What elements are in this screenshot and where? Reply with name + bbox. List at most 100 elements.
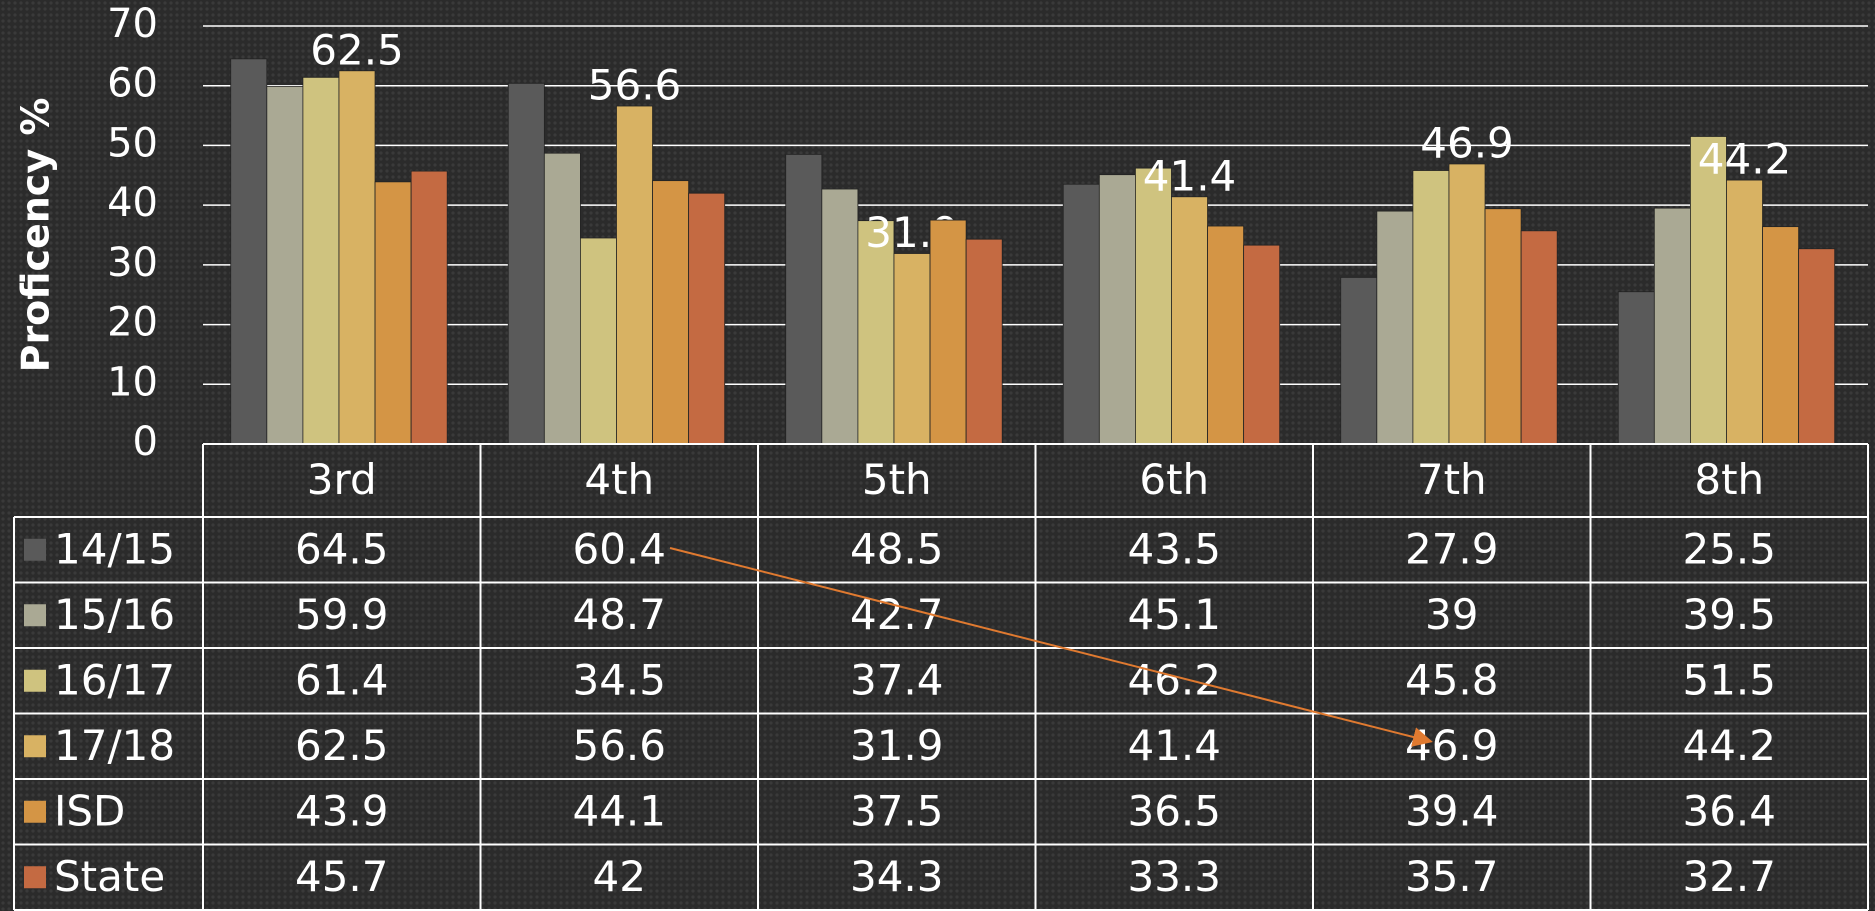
legend-swatch [24,669,46,692]
bar [230,58,268,445]
bar [1171,196,1208,445]
table-cell: 51.5 [1682,655,1776,704]
x-tick-label: 4th [584,455,654,504]
table-cell: 25.5 [1682,524,1776,573]
table-cell: 43.5 [1127,524,1221,573]
legend-label: 17/18 [54,721,175,770]
data-label: 62.5 [310,25,404,74]
table-cell: 59.9 [295,590,389,639]
table-cell: 34.5 [572,655,666,704]
y-tick-label: 10 [107,359,158,405]
bar [857,220,895,445]
data-label: 56.6 [588,61,682,110]
bar [785,153,823,445]
legend-label: 16/17 [54,655,175,704]
bar [338,70,376,445]
table-cell: 64.5 [295,524,389,573]
table-cell: 33.3 [1127,852,1221,901]
table-cell: 39.5 [1682,590,1776,639]
data-label: 46.9 [1420,118,1514,167]
table-cell: 45.7 [295,852,389,901]
table-cell: 39 [1425,590,1478,639]
y-tick-label: 50 [107,120,158,166]
bar [1412,170,1450,445]
x-tick-label: 8th [1694,455,1764,504]
table-cell: 34.3 [850,852,944,901]
bar [1653,207,1691,445]
table-cell: 44.1 [572,786,666,835]
bar [1376,210,1414,445]
x-tick-label: 3rd [307,455,377,504]
bar [1484,208,1522,445]
y-tick-label: 0 [133,419,158,465]
bar [1207,225,1245,445]
y-axis-title: Proficency % [14,98,58,373]
table-cell: 39.4 [1405,786,1499,835]
legend-swatch [24,735,46,758]
table-cell: 44.2 [1682,721,1776,770]
table-cell: 36.5 [1127,786,1221,835]
bar [1762,226,1800,445]
bar [929,219,967,445]
bar [543,152,581,445]
bar [1340,276,1378,445]
bar [821,188,859,445]
bar [266,85,304,445]
bar [1617,291,1655,445]
legend-swatch [24,866,46,889]
y-tick-label: 30 [107,240,158,286]
y-tick-label: 20 [107,300,158,346]
bar [1062,183,1100,445]
bar [965,238,1003,445]
x-tick-label: 7th [1417,455,1487,504]
bar [507,82,545,445]
table-cell: 45.8 [1405,655,1499,704]
table-cell: 41.4 [1127,721,1221,770]
table-cell: 46.2 [1127,655,1221,704]
table-cell: 48.7 [572,590,666,639]
bar [1448,163,1486,445]
y-tick-label: 70 [107,1,158,47]
table-cell: 56.6 [572,721,666,770]
legend-swatch [24,800,46,823]
bar [1520,230,1558,445]
table-cell: 37.4 [850,655,944,704]
bar [1098,174,1136,445]
bar [410,170,448,445]
bar [652,180,690,445]
bar [1726,179,1763,445]
legend-label: ISD [54,786,125,835]
bar [374,181,412,445]
table-cell: 61.4 [295,655,389,704]
table-cell: 37.5 [850,786,944,835]
table-cell: 35.7 [1405,852,1499,901]
table-cell: 48.5 [850,524,944,573]
bar [893,253,931,445]
trend-arrow [669,547,1433,747]
table-cell: 36.4 [1682,786,1776,835]
table-cell: 27.9 [1405,524,1499,573]
table-cell: 42 [593,852,646,901]
bar [616,105,653,445]
bar [688,192,726,445]
legend-label: State [54,852,165,901]
data-label: 44.2 [1698,135,1792,184]
y-tick-label: 40 [107,180,158,226]
table-cell: 43.9 [295,786,389,835]
bar [302,76,340,445]
plot-layer: 0 10 20 30 40 50 60 70 62.5 56.6 31.9 41.4 46.9 44.2 3… [13,1,1869,911]
y-tick-label: 60 [107,61,158,107]
legend-swatch [24,604,46,627]
legend-label: 15/16 [54,590,175,639]
bar [1135,167,1172,445]
bar [580,237,617,445]
data-label: 41.4 [1143,151,1237,200]
table-cell: 62.5 [295,721,389,770]
table-cell: 31.9 [850,721,944,770]
table-cell: 32.7 [1682,852,1776,901]
x-tick-label: 5th [862,455,932,504]
table-cell: 45.1 [1127,590,1221,639]
x-tick-label: 6th [1139,455,1209,504]
legend-swatch [24,538,46,561]
